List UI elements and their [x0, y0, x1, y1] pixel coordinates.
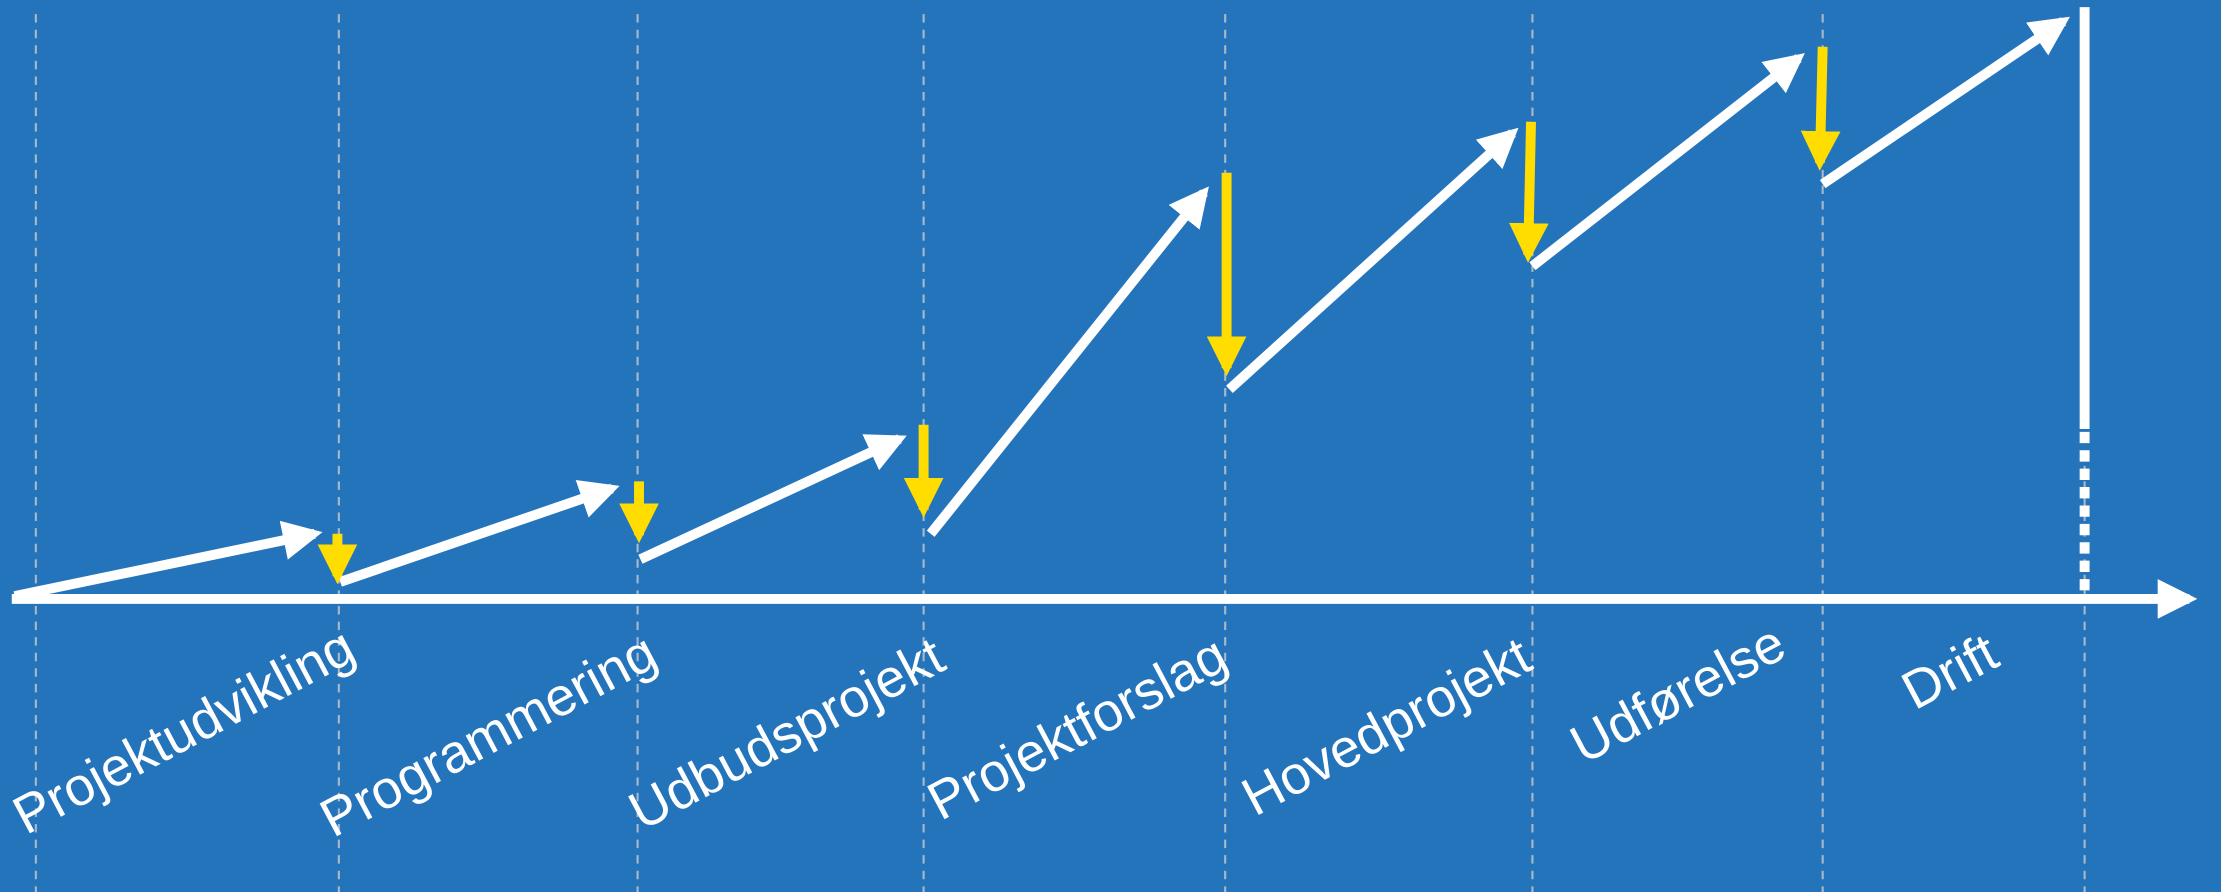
rise-arrows: [13, 7, 2090, 601]
drop-arrows: [317, 46, 1841, 585]
